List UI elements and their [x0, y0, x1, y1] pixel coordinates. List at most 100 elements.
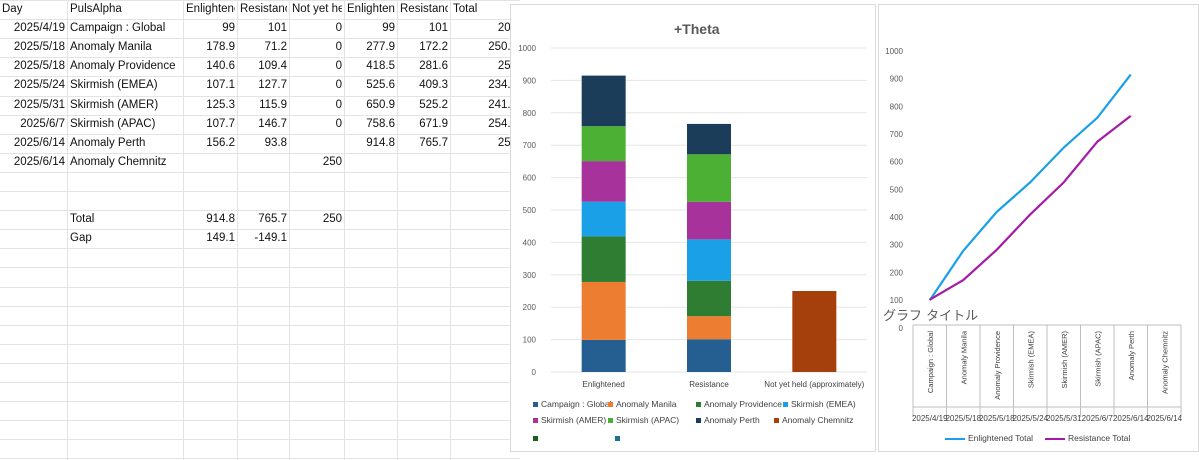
- cell-enlightened-total[interactable]: 99: [382, 22, 395, 35]
- cell-pulsalpha[interactable]: Campaign : Global: [70, 22, 166, 35]
- header-day[interactable]: Day: [2, 3, 23, 15]
- cell-total[interactable]: 0: [453, 191, 517, 210]
- legend-label: Anomaly Chemnitz: [782, 415, 854, 425]
- bar-segment: [581, 281, 626, 340]
- y-tick-label: 800: [523, 109, 537, 118]
- grid-line: [289, 0, 290, 460]
- bar-chart-plot: 0 100 200 300 400 500 600 700 800 900 1000 Enlighte…: [518, 44, 867, 389]
- cell-resistance-total[interactable]: 281.6: [419, 60, 448, 73]
- total-enlightened[interactable]: 914.8: [206, 213, 235, 226]
- total-label[interactable]: Total: [70, 213, 95, 226]
- cell-resistance[interactable]: 101: [267, 22, 287, 35]
- cell-resistance-total[interactable]: 765.7: [419, 136, 448, 149]
- cell-day[interactable]: 2025/4/19: [13, 22, 65, 35]
- cell-total[interactable]: 250.1: [488, 41, 517, 54]
- header-enlightened-total[interactable]: Enlightene: [347, 3, 395, 15]
- cell-not-yet-held[interactable]: 0: [335, 41, 342, 54]
- cell-enlightened-total[interactable]: 758.6: [366, 117, 395, 130]
- y-tick-label: 900: [890, 75, 904, 84]
- cell-enlightened[interactable]: 178.9: [206, 41, 235, 54]
- gap-resistance[interactable]: -149.1: [254, 232, 287, 245]
- grid-line: [0, 38, 520, 40]
- cell-enlightened-total[interactable]: 418.5: [366, 60, 395, 73]
- cell-day[interactable]: 2025/6/7: [20, 117, 65, 130]
- cell-resistance[interactable]: 115.9: [259, 98, 287, 111]
- legend-swatch: [1045, 437, 1065, 440]
- cell-enlightened-total[interactable]: 277.9: [366, 41, 395, 54]
- stacked-bar-chart[interactable]: +Theta 0 100 200 300 400 500 600 700 800 900 1000 E…: [510, 4, 876, 452]
- cell-resistance[interactable]: 109.4: [258, 60, 287, 73]
- cell-resistance-total[interactable]: 172.2: [419, 41, 448, 54]
- cell-resistance-total[interactable]: 671.9: [419, 117, 448, 130]
- cell-day[interactable]: 2025/5/24: [13, 79, 65, 92]
- grid-line: [0, 458, 520, 460]
- cell-enlightened[interactable]: 156.2: [206, 136, 235, 149]
- total-resistance[interactable]: 765.7: [258, 213, 287, 226]
- cell-total[interactable]: 0: [453, 172, 517, 191]
- cell-total[interactable]: 234.8: [488, 79, 517, 92]
- cell-day[interactable]: 2025/6/14: [13, 155, 65, 168]
- cell-total[interactable]: 200: [497, 22, 517, 35]
- cell-resistance[interactable]: 93.8: [264, 136, 287, 149]
- cell-resistance-total[interactable]: 409.3: [419, 79, 448, 92]
- cell-enlightened-total[interactable]: 525.6: [366, 79, 395, 92]
- header-total[interactable]: Total: [453, 3, 478, 15]
- header-pulsalpha[interactable]: PulsAlpha: [70, 3, 122, 15]
- cell-not-yet-held[interactable]: 0: [335, 60, 342, 73]
- legend-label: Skirmish (AMER): [541, 415, 607, 425]
- gap-label[interactable]: Gap: [70, 232, 92, 245]
- gap-enlightened[interactable]: 149.1: [206, 232, 235, 245]
- cell-day[interactable]: 2025/5/18: [13, 60, 65, 73]
- line-chart[interactable]: 100 200 300 400 500 600 700 800 900 1000 0 Campaign…: [878, 4, 1199, 452]
- header-enlightened[interactable]: Enlightene: [186, 3, 235, 15]
- cell-enlightened[interactable]: 125.3: [206, 98, 235, 111]
- legend-label: Anomaly Providence: [704, 399, 782, 409]
- cell-not-yet-held[interactable]: 0: [335, 79, 342, 92]
- header-resistance[interactable]: Resistanc: [240, 3, 287, 15]
- cell-total[interactable]: 0: [453, 153, 517, 172]
- cell-total[interactable]: 254.4: [488, 117, 517, 130]
- cell-pulsalpha[interactable]: Anomaly Providence: [70, 60, 176, 73]
- spreadsheet[interactable]: Day PulsAlpha Enlightene Resistanc Not yet h…: [0, 0, 520, 460]
- cell-total[interactable]: 250: [497, 136, 517, 149]
- cell-not-yet-held[interactable]: 0: [335, 117, 342, 130]
- cell-resistance-total[interactable]: 525.2: [419, 98, 448, 111]
- cell-enlightened[interactable]: 107.1: [206, 79, 235, 92]
- cell-pulsalpha[interactable]: Skirmish (APAC): [70, 117, 156, 130]
- x-category-label: Anomaly Perth: [1127, 331, 1136, 380]
- cell-total[interactable]: 250: [497, 60, 517, 73]
- x-category-label: Skirmish (APAC): [1093, 331, 1102, 387]
- cell-pulsalpha[interactable]: Anomaly Chemnitz: [70, 155, 167, 168]
- header-not-yet-held[interactable]: Not yet he: [292, 3, 342, 15]
- cell-day[interactable]: 2025/6/14: [13, 136, 65, 149]
- cell-enlightened-total[interactable]: 650.9: [366, 98, 395, 111]
- cell-pulsalpha[interactable]: Skirmish (AMER): [70, 98, 159, 111]
- cell-not-yet-held[interactable]: 250: [322, 155, 342, 168]
- cell-day[interactable]: 2025/5/18: [13, 41, 65, 54]
- cell-resistance[interactable]: 146.7: [258, 117, 287, 130]
- cell-total[interactable]: 241.2: [488, 98, 517, 111]
- cell-enlightened[interactable]: 107.7: [206, 117, 235, 130]
- grid-line: [0, 191, 520, 192]
- cell-pulsalpha[interactable]: Anomaly Manila: [70, 41, 152, 54]
- total-not-yet-held[interactable]: 250: [322, 213, 342, 226]
- cell-resistance[interactable]: 127.7: [258, 79, 287, 92]
- cell-not-yet-held[interactable]: 0: [335, 98, 342, 111]
- legend-item: Enlightened Total: [945, 433, 1033, 443]
- cell-day[interactable]: 2025/5/31: [13, 98, 65, 111]
- cell-enlightened[interactable]: 140.6: [206, 60, 235, 73]
- cell-enlightened-total[interactable]: 914.8: [366, 136, 395, 149]
- cell-enlightened[interactable]: 99: [222, 22, 235, 35]
- cell-pulsalpha[interactable]: Anomaly Perth: [70, 136, 146, 149]
- x-category-label: Skirmish (EMEA): [1026, 331, 1035, 389]
- legend-label: Anomaly Manila: [616, 399, 677, 409]
- cell-pulsalpha[interactable]: Skirmish (EMEA): [70, 79, 158, 92]
- legend-item: Anomaly Manila: [608, 399, 676, 409]
- grid-line: [0, 114, 520, 116]
- header-resistance-total[interactable]: Resistanc: [400, 3, 448, 15]
- series-line: [929, 114, 1132, 301]
- grid-line: [183, 0, 184, 460]
- cell-not-yet-held[interactable]: 0: [335, 22, 342, 35]
- cell-resistance-total[interactable]: 101: [428, 22, 448, 35]
- cell-resistance[interactable]: 71.2: [264, 41, 287, 54]
